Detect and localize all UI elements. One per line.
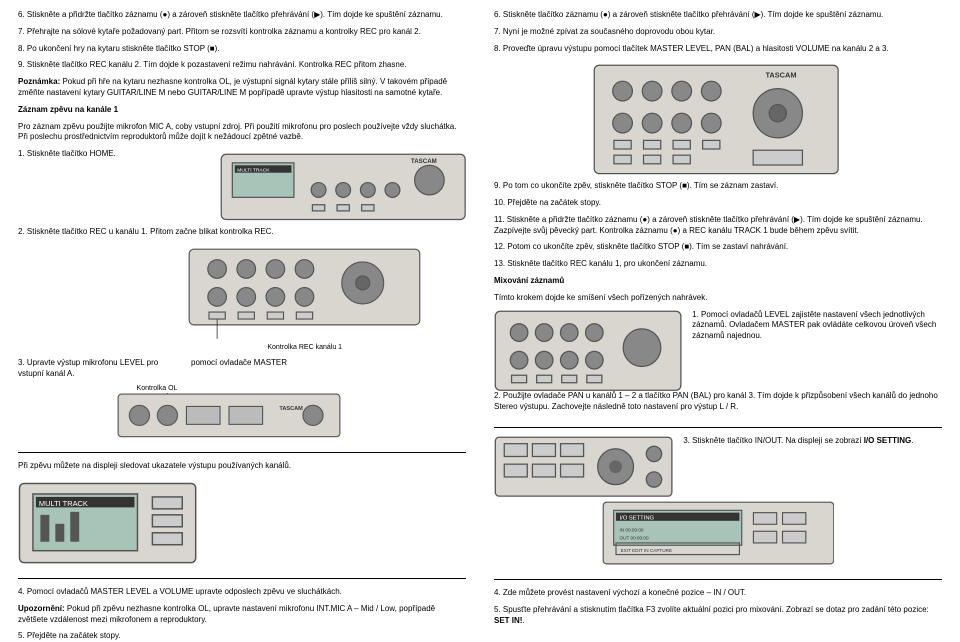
l-note: Poznámka: Pokud při hře na kytaru nezhas… xyxy=(18,77,466,99)
r-mix4: 4. Zde můžete provést nastavení výchozí … xyxy=(494,588,942,599)
r-heading-mix: Mixování záznamů xyxy=(494,276,942,287)
svg-text:I/O SETTING: I/O SETTING xyxy=(619,516,654,522)
r-mix2: 2. Použijte ovladače PAN u kanálů 1 – 2 … xyxy=(494,391,942,413)
r-mix5: 5. Spusťte přehrávání a stisknutím tlačí… xyxy=(494,605,942,627)
l-step3a: 3. Upravte výstup mikrofonu LEVEL pro vs… xyxy=(18,358,183,380)
svg-text:MULTI TRACK: MULTI TRACK xyxy=(39,499,88,508)
left-column: 6. Stiskněte a přidržte tlačítko záznamu… xyxy=(18,10,466,630)
r-mix5b: SET IN! xyxy=(494,616,522,625)
l-intro: Pro záznam zpěvu použijte mikrofon MIC A… xyxy=(18,122,466,144)
l-step9: 9. Stiskněte tlačítko REC kanálu 2. Tím … xyxy=(18,60,466,71)
device-image-1: MULTI TRACK TASCAM xyxy=(220,153,466,221)
l-warn: Upozornění: Pokud při zpěvu nezhasne kon… xyxy=(18,604,466,626)
caption-ol: Kontrolka OL xyxy=(137,384,341,393)
device-image-r3 xyxy=(494,436,673,497)
divider-r1 xyxy=(494,427,942,428)
r-mix3c: . xyxy=(911,436,913,445)
l-step1: 1. Stiskněte tlačítko HOME. xyxy=(18,149,120,160)
r-mix5c: . xyxy=(522,616,524,625)
device-image-2: Kontrolka REC kanálu 1 xyxy=(188,248,421,353)
l-step5: 5. Přejděte na začátek stopy. xyxy=(18,631,466,642)
r-step13: 13. Stiskněte tlačítko REC kanálu 1, pro… xyxy=(494,259,942,270)
device-image-3: Kontrolka OL TASCAM xyxy=(117,382,341,438)
divider-1 xyxy=(18,452,466,453)
r-mix3b: I/O SETTING xyxy=(864,436,912,445)
r-mix3a: 3. Stiskněte tlačítko IN/OUT. Na displej… xyxy=(683,436,864,445)
l-display-note: Při zpěvu můžete na displeji sledovat uk… xyxy=(18,461,466,472)
svg-text:TASCAM: TASCAM xyxy=(765,71,796,80)
divider-2 xyxy=(18,578,466,579)
svg-text:OUT 00:00:00: OUT 00:00:00 xyxy=(619,536,648,541)
l-step2: 2. Stiskněte tlačítko REC u kanálu 1. Př… xyxy=(18,227,466,238)
divider-r2 xyxy=(494,579,942,580)
svg-text:IN 00:00:00: IN 00:00:00 xyxy=(619,527,643,532)
r-mix3: 3. Stiskněte tlačítko IN/OUT. Na displej… xyxy=(683,436,942,447)
r-step10: 10. Přejděte na začátek stopy. xyxy=(494,198,942,209)
device-image-r2 xyxy=(494,310,682,392)
note-label: Poznámka: xyxy=(18,77,60,86)
device-image-4: MULTI TRACK xyxy=(18,482,197,564)
l-heading-vocal: Záznam zpěvu na kanále 1 xyxy=(18,105,466,116)
r-step8: 8. Proveďte úpravu výstupu pomocí tlačít… xyxy=(494,44,942,55)
l-step4: 4. Pomocí ovladačů MASTER LEVEL a VOLUME… xyxy=(18,587,466,598)
caption-rec1: Kontrolka REC kanálu 1 xyxy=(188,343,421,352)
right-column: 6. Stiskněte tlačítko záznamu (●) a záro… xyxy=(494,10,942,630)
l-step8: 8. Po ukončení hry na kytaru stiskněte t… xyxy=(18,44,466,55)
r-mix1: 1. Pomocí ovladačů LEVEL zajistěte nasta… xyxy=(692,310,942,342)
r-step7: 7. Nyní je možné zpívat za současného do… xyxy=(494,27,942,38)
r-step11: 11. Stiskněte a přidržte tlačítko záznam… xyxy=(494,215,942,237)
warn-label: Upozornění: xyxy=(18,604,65,613)
l-step6: 6. Stiskněte a přidržte tlačítko záznamu… xyxy=(18,10,466,21)
warn-text: Pokud při zpěvu nezhasne kontrolka OL, u… xyxy=(18,604,435,624)
note-text: Pokud při hře na kytaru nezhasne kontrol… xyxy=(18,77,447,97)
r-step6: 6. Stiskněte tlačítko záznamu (●) a záro… xyxy=(494,10,942,21)
r-mix5a: 5. Spusťte přehrávání a stisknutím tlačí… xyxy=(494,605,929,614)
svg-text:TASCAM: TASCAM xyxy=(279,406,303,412)
svg-text:EXIT EDIT IN CAPTURE: EXIT EDIT IN CAPTURE xyxy=(620,548,671,553)
r-step9: 9. Po tom co ukončíte zpěv, stiskněte tl… xyxy=(494,181,942,192)
l-step3b: pomocí ovladače MASTER xyxy=(191,358,466,369)
device-image-r1: TASCAM xyxy=(593,64,839,175)
r-step12: 12. Potom co ukončíte zpěv, stiskněte tl… xyxy=(494,242,942,253)
svg-text:TASCAM: TASCAM xyxy=(411,158,437,165)
r-mixintro: Tímto krokem dojde ke smíšení všech poří… xyxy=(494,293,942,304)
l-step7: 7. Přehrajte na sólové kytaře požadovaný… xyxy=(18,27,466,38)
device-image-r4: I/O SETTING IN 00:00:00 OUT 00:00:00 EXI… xyxy=(602,501,835,565)
svg-text:MULTI TRACK: MULTI TRACK xyxy=(237,168,270,174)
